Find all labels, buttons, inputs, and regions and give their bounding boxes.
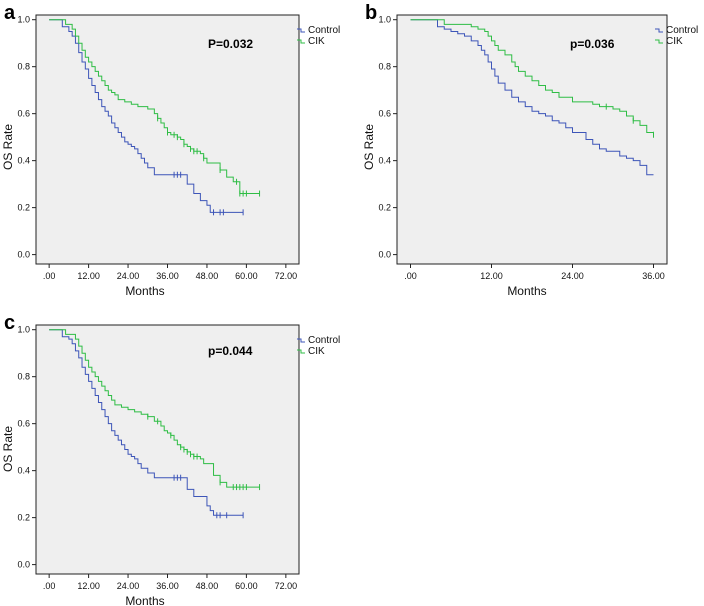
y-tick-label: 0.4 xyxy=(17,156,30,166)
x-tick-label: 72.00 xyxy=(275,581,298,591)
x-tick-label: 24.00 xyxy=(561,271,584,281)
plot-area xyxy=(35,14,300,265)
legend-label-cik: CIK xyxy=(666,36,683,47)
x-axis-title: Months xyxy=(125,594,164,606)
panel-letter: b xyxy=(365,2,377,24)
x-tick-label: 12.00 xyxy=(77,581,100,591)
y-tick-label: 0.8 xyxy=(17,372,30,382)
legend-label-control: Control xyxy=(308,25,340,36)
x-tick-label: 36.00 xyxy=(156,581,179,591)
x-tick-label: 60.00 xyxy=(235,581,258,591)
x-axis-title: Months xyxy=(507,284,546,298)
x-tick-label: 48.00 xyxy=(196,581,219,591)
p-value-label: P=0.032 xyxy=(208,37,253,51)
x-tick-label: 60.00 xyxy=(235,271,258,281)
km-curve-control xyxy=(49,329,244,516)
y-tick-label: 1.0 xyxy=(17,325,30,335)
x-tick-label: 36.00 xyxy=(642,271,665,281)
x-tick-label: 12.00 xyxy=(480,271,503,281)
plot-area xyxy=(35,324,300,575)
panel-letter: c xyxy=(4,312,15,334)
legend-label-cik: CIK xyxy=(308,36,325,47)
y-tick-label: 0.4 xyxy=(378,156,391,166)
x-tick-label: 24.00 xyxy=(117,581,140,591)
legend-label-control: Control xyxy=(308,335,340,346)
legend-label-cik: CIK xyxy=(308,346,325,357)
x-tick-label: 72.00 xyxy=(275,271,298,281)
legend-label-control: Control xyxy=(666,25,698,36)
x-tick-label: 36.00 xyxy=(156,271,179,281)
y-tick-label: 0.0 xyxy=(378,250,391,260)
y-axis-title: OS Rate xyxy=(362,124,376,170)
y-tick-label: 0.4 xyxy=(17,466,30,476)
panel-letter: a xyxy=(4,2,16,24)
x-tick-label: .00 xyxy=(43,581,56,591)
legend-swatch-cik xyxy=(297,349,305,354)
x-axis-title: Months xyxy=(125,284,164,298)
km-curve-control xyxy=(49,19,244,213)
y-tick-label: 0.2 xyxy=(378,203,391,213)
y-axis-title: OS Rate xyxy=(1,124,15,170)
km-curve-cik xyxy=(49,19,260,195)
y-tick-label: 1.0 xyxy=(378,15,391,25)
p-value-label: p=0.036 xyxy=(570,37,615,51)
x-tick-label: .00 xyxy=(43,271,56,281)
y-tick-label: 0.6 xyxy=(17,109,30,119)
y-tick-label: 0.8 xyxy=(378,62,391,72)
legend-swatch-control xyxy=(655,28,663,33)
km-curve-control xyxy=(410,19,654,176)
p-value-label: p=0.044 xyxy=(208,344,253,358)
legend-swatch-cik xyxy=(297,39,305,44)
legend-swatch-control xyxy=(297,28,305,33)
x-tick-label: 24.00 xyxy=(117,271,140,281)
y-tick-label: 0.0 xyxy=(17,250,30,260)
x-tick-label: 48.00 xyxy=(196,271,219,281)
x-tick-label: .00 xyxy=(404,271,417,281)
y-tick-label: 0.8 xyxy=(17,62,30,72)
plot-area xyxy=(396,14,668,265)
y-tick-label: 0.6 xyxy=(378,109,391,119)
legend-swatch-control xyxy=(297,338,305,343)
y-axis-title: OS Rate xyxy=(1,426,15,472)
km-curve-cik xyxy=(49,329,260,488)
y-tick-label: 1.0 xyxy=(17,15,30,25)
y-tick-label: 0.2 xyxy=(17,203,30,213)
y-tick-label: 0.0 xyxy=(17,560,30,570)
y-tick-label: 0.6 xyxy=(17,419,30,429)
y-tick-label: 0.2 xyxy=(17,513,30,523)
km-curve-cik xyxy=(410,19,654,135)
x-tick-label: 12.00 xyxy=(77,271,100,281)
legend-swatch-cik xyxy=(655,39,663,44)
